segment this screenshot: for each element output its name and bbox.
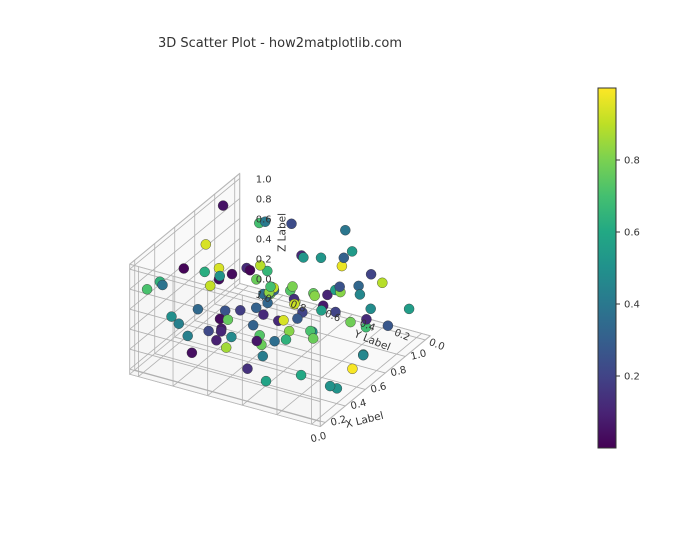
svg-text:0.4: 0.4 xyxy=(350,398,368,413)
scatter-point xyxy=(347,364,357,374)
colorbar: 0.2 0.4 0.6 0.8 xyxy=(598,88,640,448)
svg-text:0.0: 0.0 xyxy=(310,431,328,446)
scatter-point xyxy=(355,290,365,300)
scatter-point xyxy=(226,332,236,342)
z-axis-label: Z Label xyxy=(277,213,289,252)
scatter-point xyxy=(335,282,345,292)
scatter-point xyxy=(251,303,261,313)
scatter-point xyxy=(377,278,387,288)
svg-text:0.2: 0.2 xyxy=(256,254,272,265)
scatter-point xyxy=(270,336,280,346)
scatter-point xyxy=(316,253,326,263)
scatter-point xyxy=(216,326,226,336)
scatter-point xyxy=(179,264,189,274)
scatter-point xyxy=(296,370,306,380)
scatter-point xyxy=(298,253,308,263)
colorbar-tick-label: 0.6 xyxy=(624,228,640,239)
scatter-point xyxy=(279,315,289,325)
svg-text:0.8: 0.8 xyxy=(256,194,272,205)
scatter-point xyxy=(174,319,184,329)
scatter-point xyxy=(205,281,215,291)
scatter-point xyxy=(158,280,168,290)
colorbar-tick-label: 0.2 xyxy=(624,372,640,383)
scatter-point xyxy=(193,304,203,314)
scatter-point xyxy=(142,284,152,294)
colorbar-tick-label: 0.8 xyxy=(624,156,640,167)
scatter-point xyxy=(218,201,228,211)
scatter-point xyxy=(201,239,211,249)
scatter-point xyxy=(340,225,350,235)
scatter-point xyxy=(366,269,376,279)
scatter-point xyxy=(204,326,214,336)
scatter-point xyxy=(227,269,237,279)
scatter-point xyxy=(183,331,193,341)
svg-text:0.8: 0.8 xyxy=(390,365,408,380)
scatter-point xyxy=(261,376,271,386)
scatter-point xyxy=(354,281,364,291)
scatter-point xyxy=(235,305,245,315)
scatter-point xyxy=(243,364,253,374)
svg-text:0.6: 0.6 xyxy=(370,381,388,396)
svg-text:1.0: 1.0 xyxy=(256,174,272,185)
scatter-point xyxy=(325,381,335,391)
svg-text:1.0: 1.0 xyxy=(410,348,428,363)
plot-canvas: 0.00.20.40.60.81.00.00.20.40.60.81.00.00… xyxy=(0,0,700,560)
scatter-point xyxy=(252,336,262,346)
scatter-point xyxy=(200,267,210,277)
figure-3d-scatter: 3D Scatter Plot - how2matplotlib.com 0.0… xyxy=(0,0,700,560)
colorbar-rect xyxy=(598,88,616,448)
svg-text:0.6: 0.6 xyxy=(256,214,272,225)
scatter-point xyxy=(383,321,393,331)
scatter-point xyxy=(347,246,357,256)
scatter-point xyxy=(187,348,197,358)
x-axis-label: X Label xyxy=(344,410,385,431)
scatter-point xyxy=(258,351,268,361)
scatter-point xyxy=(221,343,231,353)
scatter-point xyxy=(358,350,368,360)
svg-text:0.0: 0.0 xyxy=(256,274,272,285)
scatter-point xyxy=(310,291,320,301)
scatter-point xyxy=(248,320,258,330)
scatter-point xyxy=(167,312,177,322)
svg-text:0.4: 0.4 xyxy=(256,234,272,245)
scatter-point xyxy=(308,334,318,344)
scatter-point xyxy=(404,304,414,314)
scatter-point xyxy=(211,335,221,345)
scatter-point xyxy=(215,271,225,281)
scatter-point xyxy=(288,282,298,292)
scatter-point xyxy=(223,315,233,325)
scatter-point xyxy=(292,314,302,324)
colorbar-tick-label: 0.4 xyxy=(624,300,640,311)
scatter-point xyxy=(245,265,255,275)
scatter-point xyxy=(346,317,356,327)
scatter-point xyxy=(281,335,291,345)
scatter-point xyxy=(366,304,376,314)
scatter-point xyxy=(339,253,349,263)
svg-text:0.0: 0.0 xyxy=(427,337,446,353)
